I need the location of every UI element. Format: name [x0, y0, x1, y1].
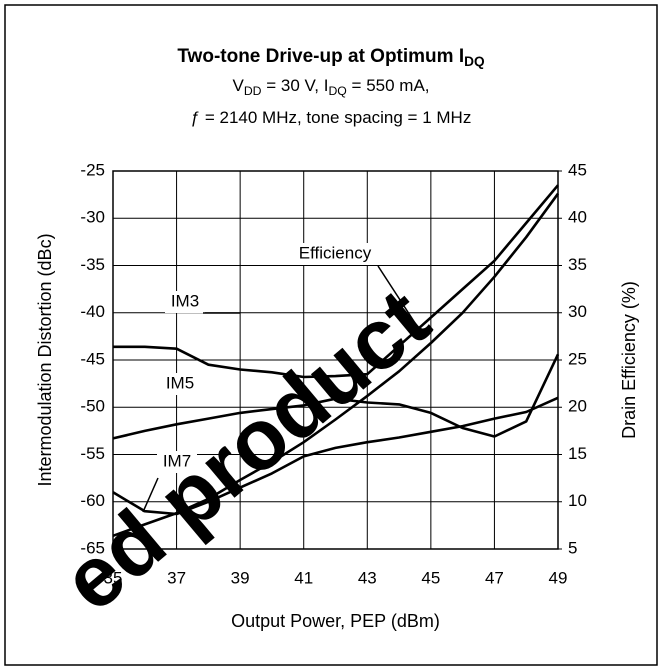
leader-line [377, 265, 418, 327]
series-label: IM7 [163, 451, 191, 470]
text-run: V [232, 76, 244, 95]
x-axis-label: Output Power, PEP (dBm) [231, 611, 440, 631]
y-tick-label: -45 [80, 349, 105, 368]
series-label: IM3 [171, 291, 199, 310]
y2-axis-label: Drain Efficiency (%) [619, 281, 639, 439]
subscript: DQ [328, 84, 346, 98]
frame [4, 4, 658, 666]
y-tick-label: -25 [80, 160, 105, 179]
plot-area [112, 170, 562, 550]
rich-text: Two-tone Drive-up at Optimum IDQ [177, 46, 485, 69]
y2-tick-label: 25 [568, 349, 587, 368]
y2-tick-label: 45 [568, 160, 587, 179]
y-tick-label: -65 [80, 538, 105, 557]
label-backdrop [285, 243, 385, 265]
series-label: IM5 [166, 373, 194, 392]
x-tick-label: 49 [549, 568, 568, 587]
label-backdrop [160, 373, 200, 395]
y-tick-label: -50 [80, 397, 105, 416]
series-line [112, 396, 559, 516]
text-run: = 30 V, I [262, 76, 329, 95]
y2-tick-label: 30 [568, 302, 587, 321]
x-tick-label: 35 [104, 568, 123, 587]
x-tick-label: 47 [485, 568, 504, 587]
y2-tick-label: 5 [568, 538, 577, 557]
y-tick-label: -30 [80, 208, 105, 227]
y-tick-label: -35 [80, 255, 105, 274]
rich-text: ƒ = 2140 MHz, tone spacing = 1 MHz [191, 108, 472, 127]
label-backdrop [157, 451, 197, 473]
y-axis-label: Intermodulation Distortion (dBc) [35, 233, 55, 486]
series-line [112, 353, 560, 440]
subscript: DQ [464, 54, 485, 69]
text-run: ƒ = 2140 MHz, tone spacing = 1 MHz [191, 108, 472, 127]
label-backdrop [165, 291, 205, 313]
y-tick-label: -55 [80, 444, 105, 463]
leader-line [142, 477, 159, 513]
y2-tick-label: 15 [568, 444, 587, 463]
y2-tick-label: 40 [568, 208, 587, 227]
series-line [112, 192, 560, 538]
plot-border [112, 170, 559, 550]
text-run: = 550 mA, [347, 76, 430, 95]
x-tick-label: 37 [167, 568, 186, 587]
y2-tick-label: 20 [568, 397, 587, 416]
x-tick-label: 45 [421, 568, 440, 587]
rich-text: VDD = 30 V, IDQ = 550 mA, [232, 76, 429, 98]
y2-tick-label: 35 [568, 255, 587, 274]
text-run: Two-tone Drive-up at Optimum I [177, 46, 464, 67]
series-label: Efficiency [299, 243, 372, 262]
x-tick-label: 41 [294, 568, 313, 587]
series-line [113, 184, 559, 379]
subscript: DD [244, 84, 262, 98]
x-tick-label: 43 [358, 568, 377, 587]
x-tick-label: 39 [231, 568, 250, 587]
y2-tick-label: 10 [568, 491, 587, 510]
y-tick-label: -40 [80, 302, 105, 321]
y-tick-label: -60 [80, 491, 105, 510]
